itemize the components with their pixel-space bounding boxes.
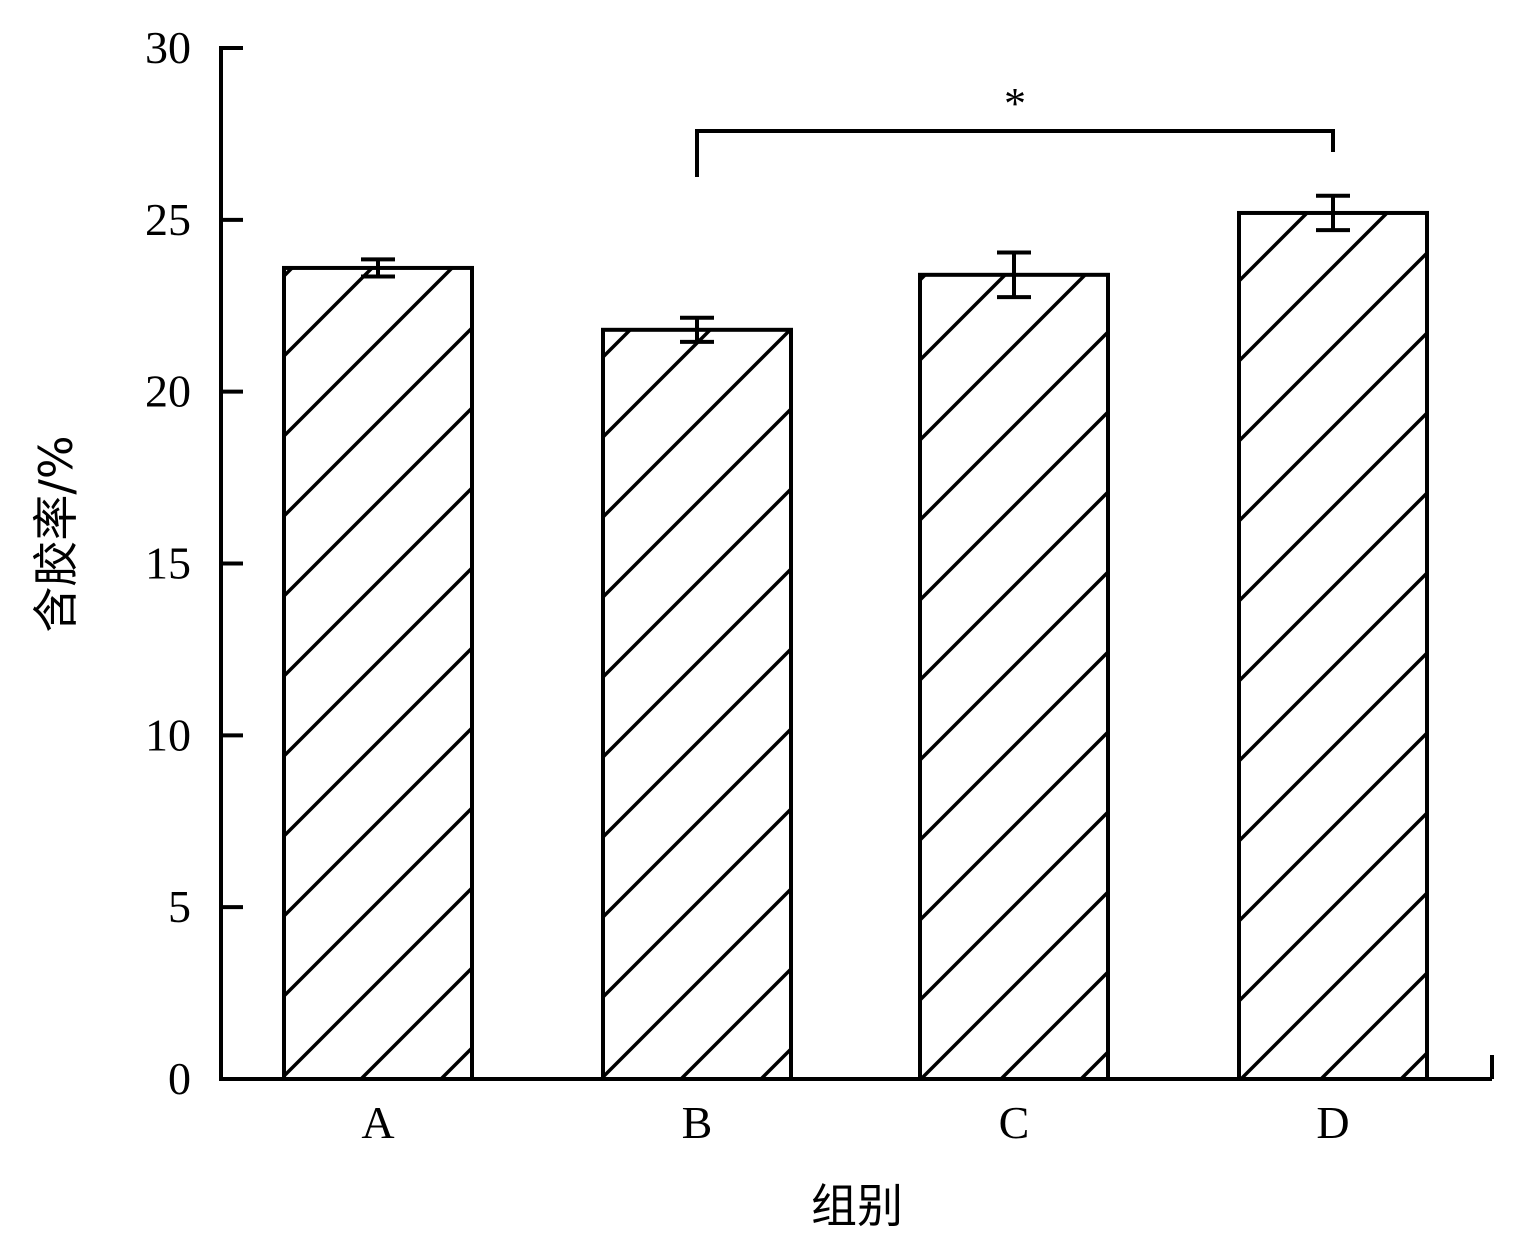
error-bar-A [361, 257, 395, 279]
y-tick-label: 5 [168, 881, 191, 932]
error-bar-B [680, 315, 714, 344]
error-bar-D [1316, 193, 1350, 233]
y-axis-title: 含胶率/% [29, 435, 83, 632]
bar-C [918, 272, 1110, 1081]
bars [282, 210, 1429, 1082]
significance-bracket [695, 129, 1335, 177]
x-tick-label: C [999, 1097, 1030, 1148]
bar-A [282, 265, 474, 1081]
x-tick-label: B [682, 1097, 713, 1148]
x-tick-label: A [361, 1097, 394, 1148]
y-tick-label: 25 [145, 194, 191, 245]
y-tick-label: 30 [145, 22, 191, 73]
y-tick-label: 0 [168, 1053, 191, 1104]
y-tick-label: 10 [145, 709, 191, 760]
significance-marker: * [1004, 79, 1026, 128]
x-axis-title: 组别 [811, 1179, 903, 1233]
axes: 0 5 10 15 20 25 30 A B C D [145, 22, 1494, 1148]
y-tick-label: 20 [145, 366, 191, 417]
x-tick-label: D [1316, 1097, 1349, 1148]
labels: 组别 含胶率/% [29, 435, 903, 1233]
error-bars [361, 193, 1350, 344]
bar-D [1237, 210, 1429, 1081]
bar-B [601, 327, 793, 1082]
error-bar-C [997, 250, 1031, 300]
y-tick-label: 15 [145, 538, 191, 589]
significance-bracket-group: * [695, 79, 1335, 177]
